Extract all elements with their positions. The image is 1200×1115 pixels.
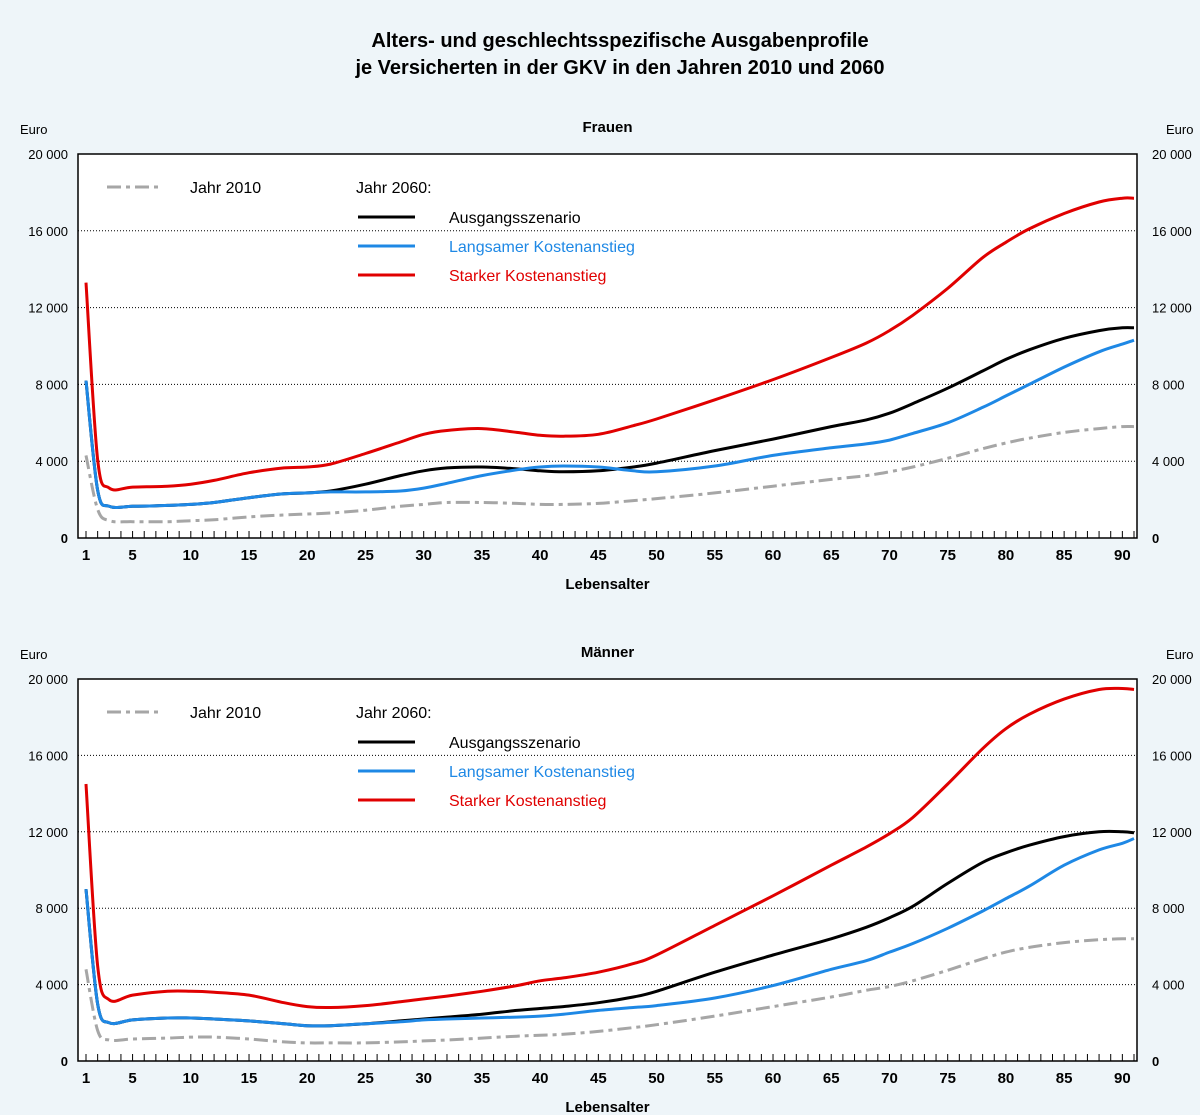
y-tick-label-right: 8 000 [1152,901,1185,916]
x-tick-label: 35 [474,1070,491,1087]
x-tick-label: 5 [128,547,136,564]
y-tick-label-left: 20 000 [28,672,68,687]
x-tick-label: 15 [241,1070,258,1087]
x-tick-label: 5 [128,1070,136,1087]
x-tick-label: 70 [881,1070,898,1087]
legend-label-starker-kostenanstieg: Starker Kostenanstieg [449,268,606,285]
x-tick-label: 90 [1114,547,1131,564]
x-tick-label: 75 [939,547,956,564]
x-tick-label: 10 [182,1070,199,1087]
y-tick-label-right: 20 000 [1152,672,1192,687]
y-tick-label-left: 8 000 [35,901,68,916]
y-tick-label-left: 16 000 [28,748,68,763]
y-tick-label-left: 4 000 [35,978,68,993]
y-tick-label-left: 20 000 [28,147,68,162]
x-tick-label: 20 [299,547,316,564]
y-unit-left: Euro [20,647,47,662]
x-tick-label: 30 [415,547,432,564]
x-tick-label: 60 [765,1070,782,1087]
y-tick-label-left: 12 000 [28,825,68,840]
y-tick-label-right: 4 000 [1152,454,1185,469]
x-tick-label: 50 [648,547,665,564]
x-tick-label: 65 [823,1070,840,1087]
x-tick-label: 1 [82,547,90,564]
legend-header-2060: Jahr 2060: [356,180,432,197]
x-tick-label: 45 [590,547,607,564]
legend-label-ausgangsszenario: Ausgangsszenario [449,210,581,227]
legend: Jahr 2010 Jahr 2060: Ausgangsszenario Langs… [107,180,635,285]
y-tick-label-left: 4 000 [35,454,68,469]
x-tick-label: 20 [299,1070,316,1087]
y-tick-label-right: 12 000 [1152,301,1192,316]
y-unit-right: Euro [1166,647,1193,662]
legend-label-ausgangsszenario: Ausgangsszenario [449,735,581,752]
x-tick-label: 50 [648,1070,665,1087]
y-tick-label-left: 0 [61,1054,68,1069]
chart-title-line2: je Versicherten in der GKV in den Jahren… [354,57,884,79]
y-tick-label-right: 12 000 [1152,825,1192,840]
x-tick-label: 60 [765,547,782,564]
y-tick-label-right: 16 000 [1152,748,1192,763]
x-tick-label: 25 [357,1070,374,1087]
series-line-jahr-2010 [84,424,1135,524]
chart-title-line1: Alters- und geschlechtsspezifische Ausga… [371,30,868,52]
x-tick-label: 10 [182,547,199,564]
panel-maenner: Männer Euro Euro 0 0 4 000 4 000 8 000 8 000 12 0… [20,644,1193,1115]
y-tick-label-right: 0 [1152,1054,1159,1069]
y-tick-label-left: 12 000 [28,301,68,316]
series-line-langsamer-kostenanstieg [84,837,1135,1028]
x-tick-label: 25 [357,547,374,564]
x-tick-label: 35 [474,547,491,564]
y-unit-left: Euro [20,122,47,137]
x-axis-label: Lebensalter [565,576,649,593]
y-unit-right: Euro [1166,122,1193,137]
y-tick-label-right: 16 000 [1152,224,1192,239]
x-tick-label: 75 [939,1070,956,1087]
plot-frame [77,678,1138,1062]
plot-area [78,154,1137,538]
legend-label-starker-kostenanstieg: Starker Kostenanstieg [449,793,606,810]
x-axis-label: Lebensalter [565,1099,649,1115]
y-tick-label-right: 8 000 [1152,377,1185,392]
series-line-starker-kostenanstieg [84,686,1135,1010]
y-tick-label-right: 4 000 [1152,978,1185,993]
x-tick-label: 80 [998,547,1015,564]
x-tick-label: 40 [532,1070,549,1087]
x-tick-label: 30 [415,1070,432,1087]
x-tick-label: 90 [1114,1070,1131,1087]
panel-title: Frauen [582,119,632,136]
x-tick-label: 55 [706,1070,723,1087]
legend-label-langsamer-kostenanstieg: Langsamer Kostenanstieg [449,764,635,781]
panel-frauen: Frauen Euro Euro 0 0 4 000 4 000 8 000 8 000 12 0… [20,119,1193,593]
x-tick-label: 70 [881,547,898,564]
x-tick-label: 55 [706,547,723,564]
series-line-langsamer-kostenanstieg [84,338,1135,510]
legend-label-jahr-2010: Jahr 2010 [190,180,261,197]
panel-title: Männer [581,644,635,661]
x-tick-label: 40 [532,547,549,564]
y-tick-label-left: 0 [61,531,68,546]
y-tick-label-right: 0 [1152,531,1159,546]
y-tick-label-left: 8 000 [35,377,68,392]
y-tick-label-left: 16 000 [28,224,68,239]
series-line-starker-kostenanstieg [84,196,1135,492]
x-tick-label: 1 [82,1070,90,1087]
legend: Jahr 2010 Jahr 2060: Ausgangsszenario Langs… [107,705,635,810]
x-tick-label: 65 [823,547,840,564]
y-tick-label-right: 20 000 [1152,147,1192,162]
x-tick-label: 85 [1056,547,1073,564]
series-line-jahr-2010 [84,937,1135,1045]
legend-label-langsamer-kostenanstieg: Langsamer Kostenanstieg [449,239,635,256]
legend-header-2060: Jahr 2060: [356,705,432,722]
x-tick-label: 80 [998,1070,1015,1087]
x-tick-label: 45 [590,1070,607,1087]
legend-label-jahr-2010: Jahr 2010 [190,705,261,722]
plot-frame [77,153,1138,539]
x-tick-label: 15 [241,547,258,564]
x-tick-label: 85 [1056,1070,1073,1087]
plot-area [78,679,1137,1061]
